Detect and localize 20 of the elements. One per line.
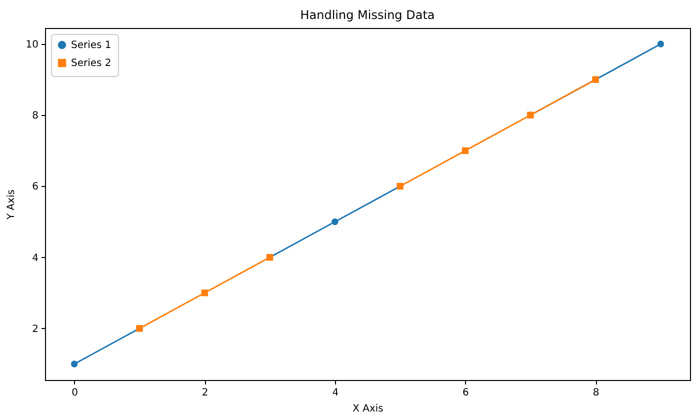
- x-tick-label: 0: [72, 388, 78, 398]
- y-tick-label: 4: [32, 252, 38, 264]
- y-tick-label: 8: [32, 110, 38, 122]
- point: [70, 360, 78, 368]
- point: [462, 147, 469, 154]
- x-tick-label: 4: [332, 388, 339, 398]
- chart-title: Handling Missing Data: [300, 8, 435, 22]
- x-axis-title: X Axis: [352, 404, 384, 414]
- point: [657, 40, 664, 48]
- x-tick-label: 8: [592, 388, 600, 398]
- y-tick-label: 6: [32, 182, 38, 193]
- x-tick-label: 2: [202, 388, 208, 398]
- point: [332, 218, 338, 226]
- y-tick-label: 10: [26, 40, 38, 50]
- legend-label: Series 1: [71, 40, 112, 51]
- legend-label: Series 2: [71, 58, 112, 69]
- point: [201, 290, 208, 296]
- y-tick-label: 2: [32, 324, 38, 335]
- x-tick-label: 6: [462, 388, 469, 398]
- y-axis-title: Y Axis: [6, 189, 17, 221]
